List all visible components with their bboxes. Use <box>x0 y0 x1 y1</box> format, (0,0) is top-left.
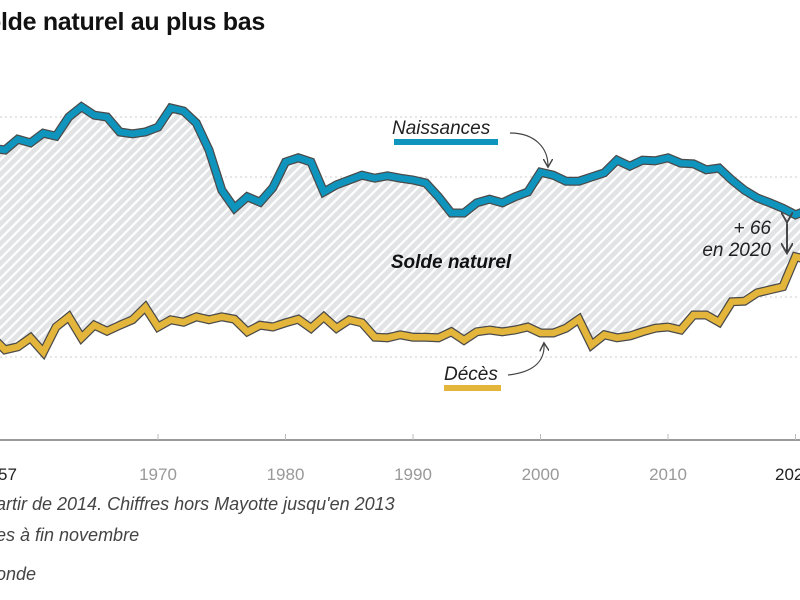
x-tick-label: 2010 <box>649 465 687 484</box>
source-note: onde <box>0 564 37 584</box>
solde-naturel-label: Solde naturel <box>391 252 512 273</box>
chart-title: olde naturel au plus bas <box>0 8 265 36</box>
x-tick-label: 1970 <box>139 465 177 484</box>
x-tick-label: 1990 <box>394 465 432 484</box>
deaths-line <box>0 253 800 358</box>
solde-naturel-area <box>0 106 800 353</box>
x-tick-label: 2000 <box>522 465 560 484</box>
diff-value-label: + 66 <box>733 218 771 239</box>
births-legend-swatch <box>394 139 498 145</box>
deaths-legend-swatch <box>444 385 501 391</box>
deaths-label: Décès <box>444 364 498 385</box>
footnote-1: artir de 2014. Chiffres hors Mayotte jus… <box>0 494 395 514</box>
x-tick-label: 57 <box>0 465 17 484</box>
footnote-2: es à fin novembre <box>0 525 140 545</box>
births-line <box>0 102 800 219</box>
diff-year-label: en 2020 <box>702 240 771 261</box>
deaths-arrow <box>507 344 544 376</box>
births-label: Naissances <box>392 118 491 139</box>
x-tick-label: 202 <box>775 465 800 484</box>
x-tick-label: 1980 <box>267 465 305 484</box>
births-arrow <box>509 132 548 166</box>
